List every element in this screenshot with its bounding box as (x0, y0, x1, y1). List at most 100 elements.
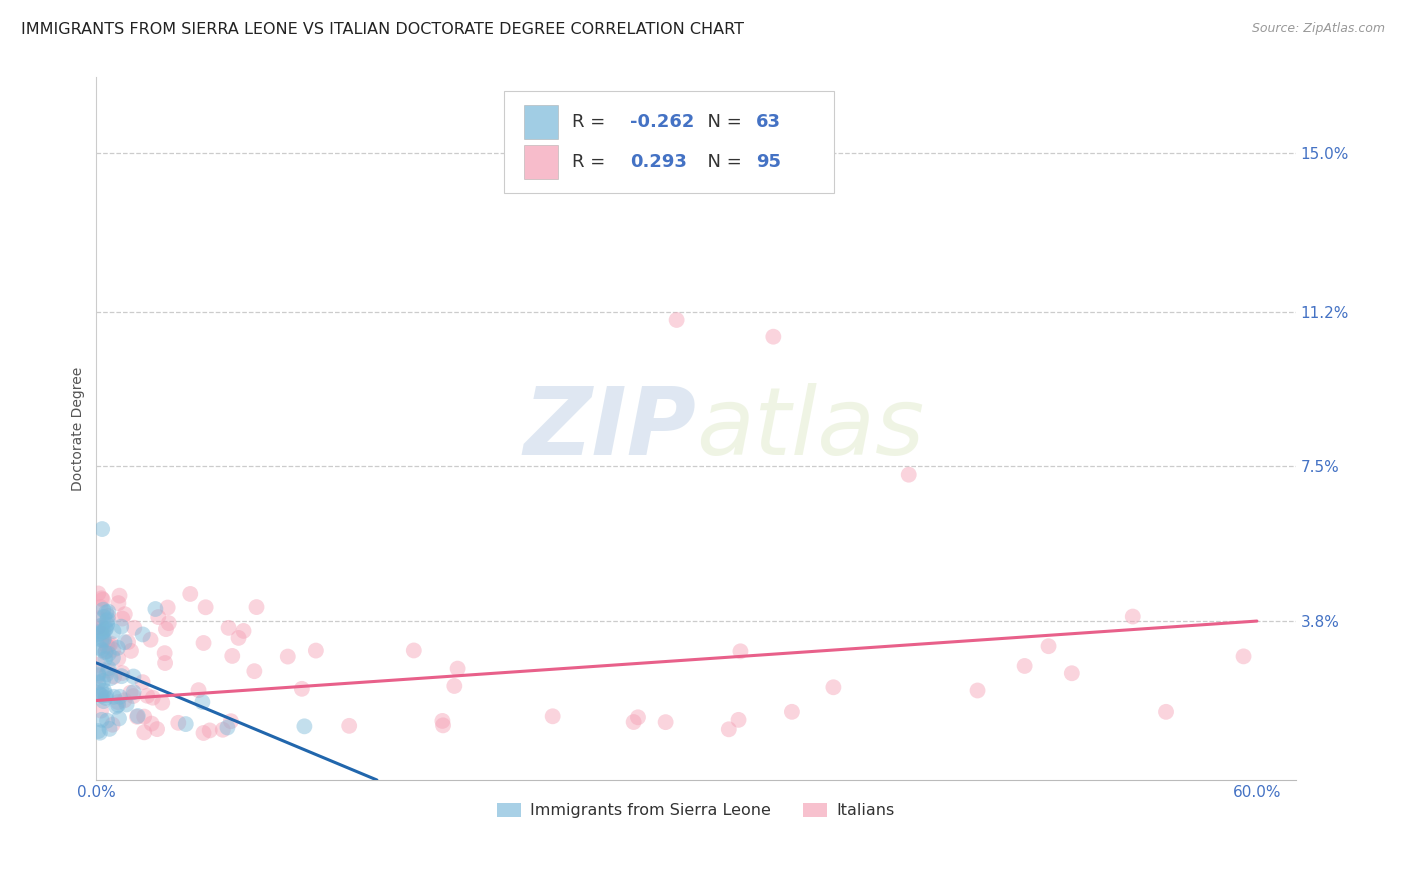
Text: ZIP: ZIP (523, 383, 696, 475)
Point (145, 602, 167, 616)
Point (1154, 705, 1177, 719)
Point (134, 725, 156, 739)
Point (91, 603, 114, 617)
Point (90, 704, 112, 718)
Point (665, 313, 688, 327)
Point (717, 723, 740, 737)
Point (90, 618, 112, 632)
Point (167, 715, 190, 730)
Point (1014, 659, 1036, 673)
Point (87, 620, 110, 634)
Point (134, 709, 156, 723)
Point (87, 686, 110, 700)
Text: IMMIGRANTS FROM SIERRA LEONE VS ITALIAN DOCTORATE DEGREE CORRELATION CHART: IMMIGRANTS FROM SIERRA LEONE VS ITALIAN … (21, 22, 744, 37)
Point (114, 635, 136, 649)
Point (131, 675, 153, 690)
Point (654, 715, 676, 730)
Point (94, 621, 117, 635)
Point (132, 627, 155, 641)
Point (97, 647, 120, 661)
Point (103, 669, 125, 683)
Point (94, 644, 117, 658)
Point (146, 722, 169, 736)
Point (193, 636, 215, 650)
Point (1122, 609, 1144, 624)
Point (125, 710, 148, 724)
Point (114, 607, 136, 622)
Point (90, 689, 112, 703)
Point (139, 632, 162, 647)
Point (97, 605, 120, 619)
Point (228, 631, 250, 645)
Point (446, 662, 468, 676)
Point (211, 723, 233, 737)
Point (727, 713, 749, 727)
Point (221, 648, 243, 663)
Point (194, 600, 217, 615)
Point (627, 710, 650, 724)
Point (153, 646, 176, 660)
Point (111, 611, 134, 625)
Point (443, 679, 465, 693)
Point (94, 688, 117, 702)
Point (305, 643, 328, 657)
Point (96, 614, 118, 628)
Point (157, 616, 180, 631)
Point (823, 680, 845, 694)
Point (156, 600, 179, 615)
Point (89, 688, 111, 702)
Point (90, 683, 112, 698)
Point (120, 686, 142, 700)
Point (96, 617, 118, 632)
Point (107, 651, 129, 665)
Point (87, 657, 110, 672)
Point (93, 633, 115, 648)
Point (96, 714, 118, 728)
Point (217, 721, 239, 735)
Point (105, 699, 128, 714)
Point (97, 608, 120, 623)
Point (90, 600, 112, 615)
Point (108, 711, 131, 725)
Point (90, 713, 112, 727)
Point (103, 624, 125, 638)
Point (97, 664, 120, 678)
Point (232, 624, 254, 638)
Point (94, 652, 117, 666)
Point (179, 587, 201, 601)
Point (127, 709, 149, 723)
Point (897, 467, 920, 482)
Point (98, 638, 121, 652)
Point (142, 690, 165, 705)
Point (277, 649, 299, 664)
Point (780, 705, 803, 719)
Point (110, 669, 132, 683)
Point (91, 643, 114, 657)
Bar (524, 105, 558, 138)
Point (112, 693, 135, 707)
Point (111, 666, 134, 681)
Point (90, 627, 112, 641)
Point (101, 651, 124, 665)
Point (762, 329, 785, 343)
Bar (524, 145, 558, 178)
Point (90, 591, 112, 606)
Point (122, 669, 145, 683)
Point (87, 675, 110, 690)
Point (432, 718, 454, 732)
Point (97, 612, 120, 626)
Point (91, 673, 114, 688)
Point (432, 714, 454, 728)
Point (87, 666, 110, 681)
Point (115, 698, 138, 712)
Point (103, 642, 125, 657)
Point (96, 639, 118, 653)
Text: -0.262: -0.262 (630, 112, 695, 131)
Legend: Immigrants from Sierra Leone, Italians: Immigrants from Sierra Leone, Italians (491, 797, 901, 825)
Point (122, 685, 145, 699)
Point (108, 589, 131, 603)
Point (337, 719, 360, 733)
Point (97, 661, 120, 675)
FancyBboxPatch shape (505, 92, 834, 194)
Point (94, 623, 117, 637)
